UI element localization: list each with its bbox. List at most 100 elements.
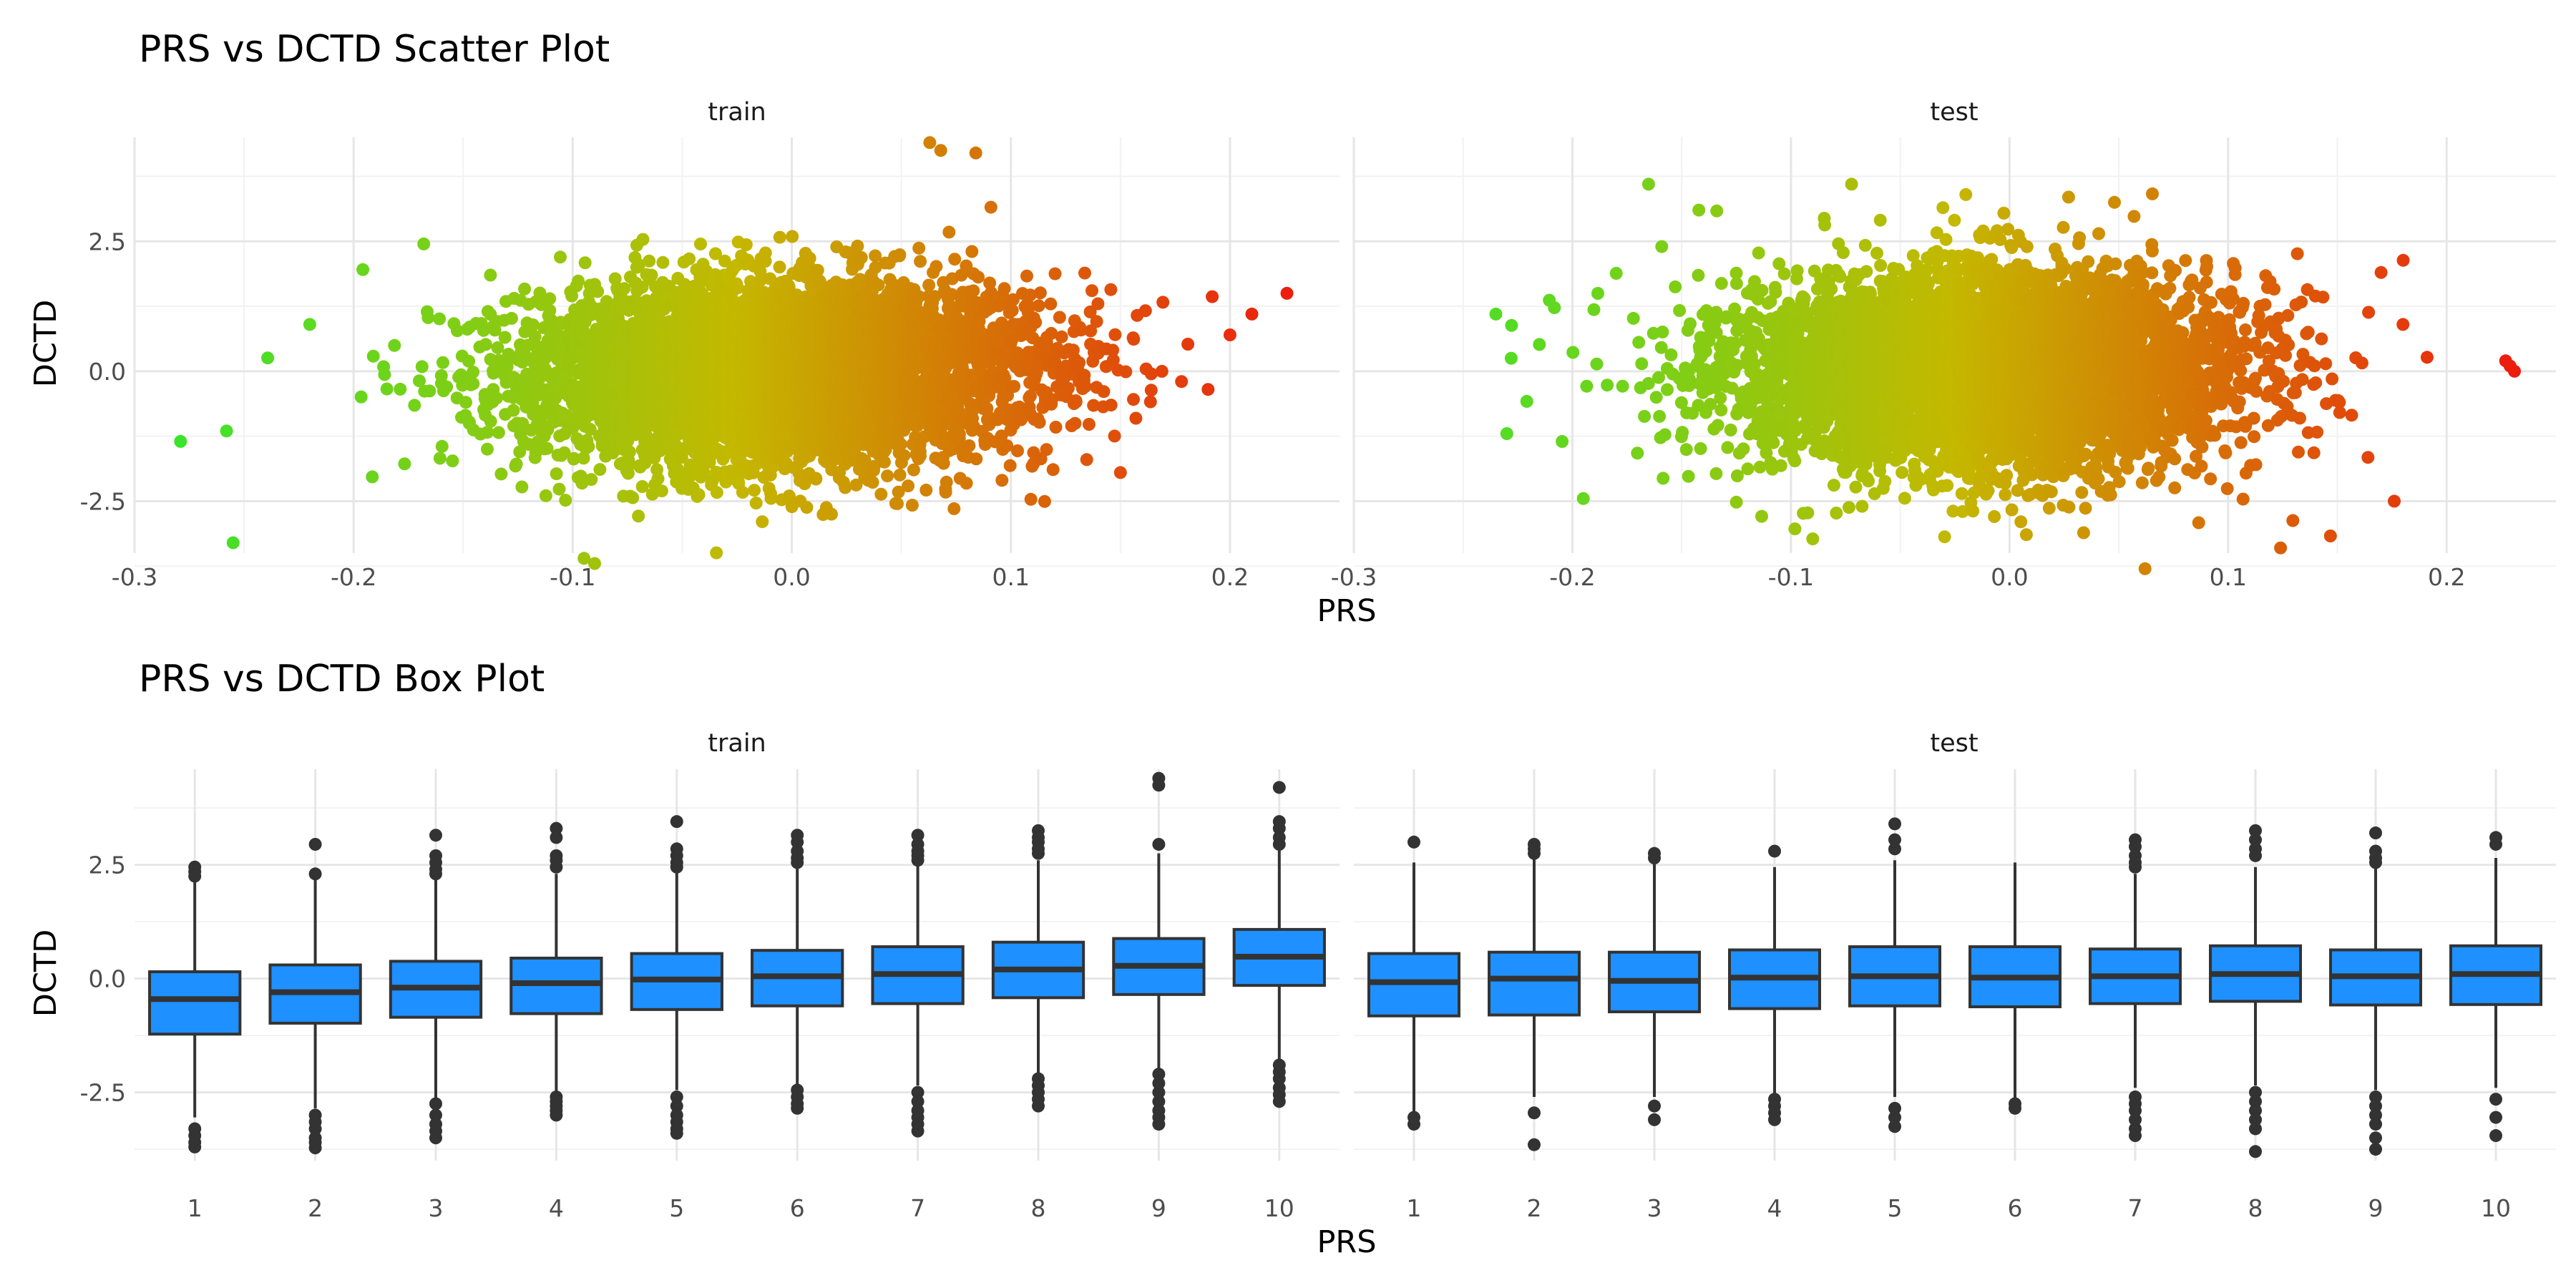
scatter-point bbox=[937, 457, 950, 470]
scatter-point bbox=[593, 463, 607, 477]
scatter-point bbox=[866, 476, 879, 489]
scatter-point bbox=[912, 241, 926, 255]
scatter-facet-strip-train: train bbox=[708, 98, 766, 127]
scatter-point bbox=[773, 260, 786, 274]
scatter-point bbox=[261, 351, 275, 365]
scatter-point bbox=[809, 472, 823, 486]
scatter-point bbox=[462, 354, 476, 368]
scatter-point bbox=[388, 338, 401, 352]
scatter-point bbox=[408, 399, 421, 412]
scatter-point bbox=[948, 253, 962, 266]
scatter-point bbox=[636, 233, 650, 246]
scatter-point bbox=[970, 452, 983, 466]
scatter-point bbox=[942, 225, 956, 239]
scatter-point bbox=[919, 483, 933, 497]
scatter-point bbox=[507, 404, 520, 417]
scatter-point bbox=[756, 515, 769, 529]
scatter-point bbox=[934, 144, 947, 157]
scatter-panel-train bbox=[133, 136, 1340, 570]
scatter-point bbox=[881, 469, 894, 483]
scatter-point bbox=[825, 507, 838, 521]
scatter-point bbox=[632, 509, 645, 523]
scatter-point bbox=[513, 445, 527, 459]
scatter-point bbox=[423, 384, 436, 398]
scatter-point bbox=[914, 255, 927, 268]
scatter-point bbox=[446, 454, 459, 468]
scatter-point bbox=[872, 278, 885, 292]
scatter-point bbox=[415, 360, 429, 374]
scatter-point bbox=[623, 445, 636, 459]
scatter-point bbox=[440, 380, 454, 394]
scatter-point bbox=[930, 260, 943, 273]
scatter-point bbox=[220, 424, 233, 438]
scatter-point bbox=[710, 546, 723, 560]
scatter-point bbox=[588, 557, 601, 570]
scatter-point bbox=[557, 446, 571, 459]
scatter-point bbox=[356, 263, 370, 276]
scatter-plot-title: PRS vs DCTD Scatter Plot bbox=[139, 28, 610, 71]
scatter-point bbox=[436, 356, 449, 369]
scatter-point bbox=[656, 255, 670, 269]
scatter-point bbox=[572, 274, 585, 288]
scatter-point bbox=[174, 434, 187, 448]
scatter-point bbox=[433, 312, 447, 326]
scatter-point bbox=[891, 497, 904, 510]
scatter-point bbox=[952, 427, 966, 441]
scatter-point bbox=[303, 318, 316, 331]
scatter-point bbox=[965, 245, 979, 258]
scatter-point bbox=[577, 552, 591, 565]
scatter-point bbox=[694, 238, 707, 250]
scatter-point bbox=[567, 452, 581, 465]
scatter-point bbox=[655, 484, 668, 498]
scatter-point bbox=[543, 292, 557, 306]
scatter-point bbox=[491, 341, 504, 354]
scatter-point bbox=[577, 452, 590, 465]
scatter-point bbox=[902, 479, 915, 493]
scatter-point bbox=[618, 282, 631, 296]
scatter-point bbox=[758, 246, 772, 260]
scatter-point bbox=[878, 455, 891, 469]
scatter-point bbox=[509, 457, 523, 471]
scatter-point bbox=[226, 536, 240, 550]
scatter-point bbox=[710, 486, 723, 499]
scatter-point bbox=[748, 484, 761, 497]
scatter-point bbox=[467, 377, 480, 391]
scatter-point bbox=[773, 230, 786, 244]
scatter-point bbox=[582, 440, 595, 454]
scatter-point bbox=[914, 449, 927, 463]
scatter-point bbox=[559, 494, 572, 507]
scatter-point bbox=[521, 338, 535, 352]
scatter-point bbox=[960, 477, 973, 490]
scatter-point bbox=[969, 146, 982, 160]
scatter-point bbox=[552, 482, 566, 496]
scatter-facet-strip-test: test bbox=[1930, 98, 1978, 127]
scatter-point bbox=[839, 481, 852, 494]
scatter-point bbox=[417, 237, 431, 250]
scatter-point bbox=[554, 250, 567, 264]
scatter-point bbox=[984, 200, 997, 214]
scatter-point bbox=[626, 491, 640, 504]
scatter-point bbox=[498, 331, 512, 344]
scatter-point bbox=[481, 426, 494, 439]
scatter-point bbox=[413, 374, 426, 388]
scatter-point bbox=[505, 311, 518, 325]
scatter-point bbox=[490, 391, 503, 405]
scatter-point bbox=[366, 349, 380, 363]
scatter-point bbox=[578, 256, 592, 270]
scatter-point bbox=[967, 284, 980, 298]
scatter-point bbox=[492, 426, 505, 439]
scatter-point bbox=[484, 414, 497, 428]
scatter-point bbox=[782, 489, 796, 503]
scatter-point bbox=[421, 311, 435, 324]
scatter-point bbox=[467, 366, 480, 379]
scatter-point bbox=[378, 368, 391, 381]
scatter-point bbox=[962, 439, 976, 452]
scatter-point bbox=[947, 502, 961, 515]
scatter-point bbox=[897, 449, 911, 462]
scatter-point bbox=[972, 270, 985, 284]
scatter-point bbox=[621, 467, 635, 480]
scatter-point bbox=[893, 468, 907, 482]
scatter-point bbox=[683, 252, 696, 265]
